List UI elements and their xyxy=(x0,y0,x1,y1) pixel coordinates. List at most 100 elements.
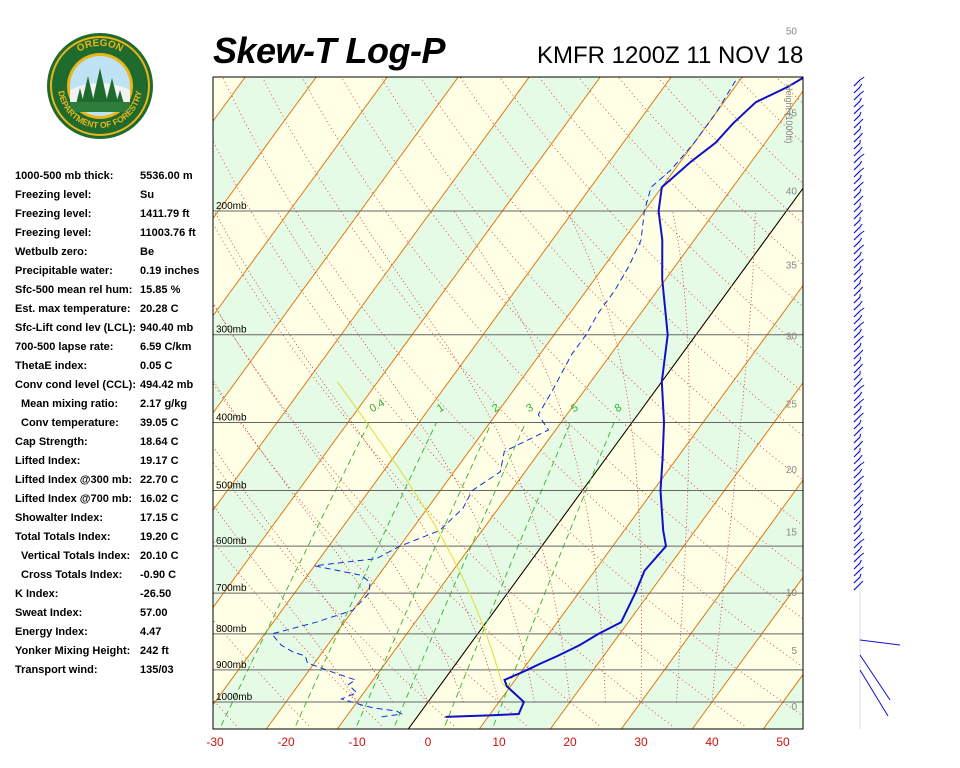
wind-barb xyxy=(853,436,861,444)
wind-barb xyxy=(859,181,864,186)
wind-barb xyxy=(859,321,865,326)
index-row: Yonker Mixing Height: 242 ft xyxy=(14,645,214,664)
mixing-ratio-label: 8 xyxy=(613,402,624,415)
wind-barb xyxy=(853,205,861,213)
pressure-label: 700mb xyxy=(216,583,247,594)
plot-area: 0.4 1 2 3 5 8 xyxy=(0,77,803,729)
wind-barb xyxy=(859,300,863,305)
pressure-label: 600mb xyxy=(216,536,247,547)
index-value: 39.05 C xyxy=(140,417,179,429)
temperature-trace xyxy=(445,77,803,718)
wind-barb xyxy=(853,345,861,353)
wind-barb xyxy=(859,195,864,200)
index-value: 494.42 mb xyxy=(140,379,194,391)
pressure-label: 200mb xyxy=(216,201,247,212)
wind-barb xyxy=(853,443,861,451)
index-row: Freezing level: Su xyxy=(14,189,214,208)
isotherm-line xyxy=(213,77,388,317)
height-tick-label: 30 xyxy=(786,332,798,343)
wind-barb xyxy=(859,482,862,487)
index-label: Lifted Index @700 mb: xyxy=(15,493,133,505)
index-value: 20.10 C xyxy=(140,550,179,562)
index-label: 1000-500 mb thick: xyxy=(15,170,114,182)
isotherm-line xyxy=(0,77,32,729)
wind-barb xyxy=(859,223,863,228)
wind-barb xyxy=(853,114,861,122)
height-axis-title: Height (1000ft) xyxy=(784,84,794,144)
isotherm-band xyxy=(213,77,743,729)
wind-barb xyxy=(859,531,863,536)
wind-barb xyxy=(859,545,863,550)
wind-barb xyxy=(859,76,865,81)
index-value: 22.70 C xyxy=(140,474,179,486)
height-tick-label: 20 xyxy=(786,465,798,476)
index-label: Yonker Mixing Height: xyxy=(15,645,131,657)
temperature-tick-label: 40 xyxy=(705,735,719,749)
wind-barb xyxy=(853,303,861,311)
station-time-label: KMFR 1200Z 11 NOV 18 xyxy=(537,42,804,69)
index-label: 700-500 lapse rate: xyxy=(15,341,114,353)
temperature-tick-label: -10 xyxy=(348,735,366,749)
wind-barb xyxy=(853,534,861,542)
wind-barb xyxy=(859,307,865,312)
wind-barb xyxy=(853,184,861,192)
wind-barb xyxy=(853,520,861,528)
index-label: ThetaE index: xyxy=(15,360,88,372)
wind-barb xyxy=(859,258,864,263)
wind-barb xyxy=(853,478,861,486)
wind-barb xyxy=(853,310,861,318)
wind-barb xyxy=(853,527,861,535)
wind-barb xyxy=(859,440,863,445)
isotherm-line xyxy=(620,479,803,729)
wind-barb xyxy=(859,244,865,249)
index-label: Sfc-500 mean rel hum: xyxy=(15,284,133,296)
index-value: 15.85 % xyxy=(140,284,181,296)
moist-adiabat xyxy=(711,210,756,703)
wind-barb xyxy=(853,198,861,206)
wind-barb xyxy=(853,149,861,157)
wind-barb xyxy=(853,576,861,584)
index-row: Total Totals Index: 19.20 C xyxy=(14,531,214,550)
mixing-ratio-line xyxy=(394,422,527,726)
pressure-label: 500mb xyxy=(216,481,247,492)
wind-barb xyxy=(859,419,862,424)
wind-barb xyxy=(853,261,861,269)
index-row: Vertical Totals Index: 20.10 C xyxy=(14,550,214,569)
wind-barb xyxy=(853,226,861,234)
wind-barb xyxy=(853,170,861,178)
mixing-ratio-line xyxy=(493,422,615,726)
wind-barb xyxy=(859,83,863,88)
height-tick-label: 45 xyxy=(786,108,798,119)
temperature-tick-label: 0 xyxy=(425,735,432,749)
dry-adiabat xyxy=(459,77,803,437)
index-row: Conv temperature: 39.05 C xyxy=(14,417,214,436)
wind-barb xyxy=(859,279,862,284)
mixing-ratio-label: 3 xyxy=(524,402,535,415)
wind-barb xyxy=(853,562,861,570)
dewpoint-trace xyxy=(270,77,739,718)
wind-barb xyxy=(859,209,863,214)
wind-barb xyxy=(859,552,865,557)
wind-barb xyxy=(853,240,861,248)
index-value: 18.64 C xyxy=(140,436,179,448)
wind-barb xyxy=(853,555,861,563)
wind-barb xyxy=(853,142,861,150)
height-tick-label: 40 xyxy=(786,186,798,197)
index-label: Vertical Totals Index: xyxy=(21,550,131,562)
wind-barb xyxy=(859,90,865,95)
wind-barb xyxy=(853,499,861,507)
index-label: Showalter Index: xyxy=(15,512,104,524)
wind-barb xyxy=(859,503,864,508)
index-value: 57.00 xyxy=(140,607,168,619)
wind-barb xyxy=(859,489,864,494)
wind-barb xyxy=(853,541,861,549)
wind-barb xyxy=(859,363,863,368)
wind-barb xyxy=(853,338,861,346)
wind-barb xyxy=(853,380,861,388)
wind-barb xyxy=(853,359,861,367)
index-row: Conv cond level (CCL): 494.42 mb xyxy=(14,379,214,398)
isotherm-line xyxy=(213,77,601,609)
chart-title: Skew-T Log-P xyxy=(213,30,446,71)
wind-barb xyxy=(859,398,865,403)
wind-barb xyxy=(853,394,861,402)
